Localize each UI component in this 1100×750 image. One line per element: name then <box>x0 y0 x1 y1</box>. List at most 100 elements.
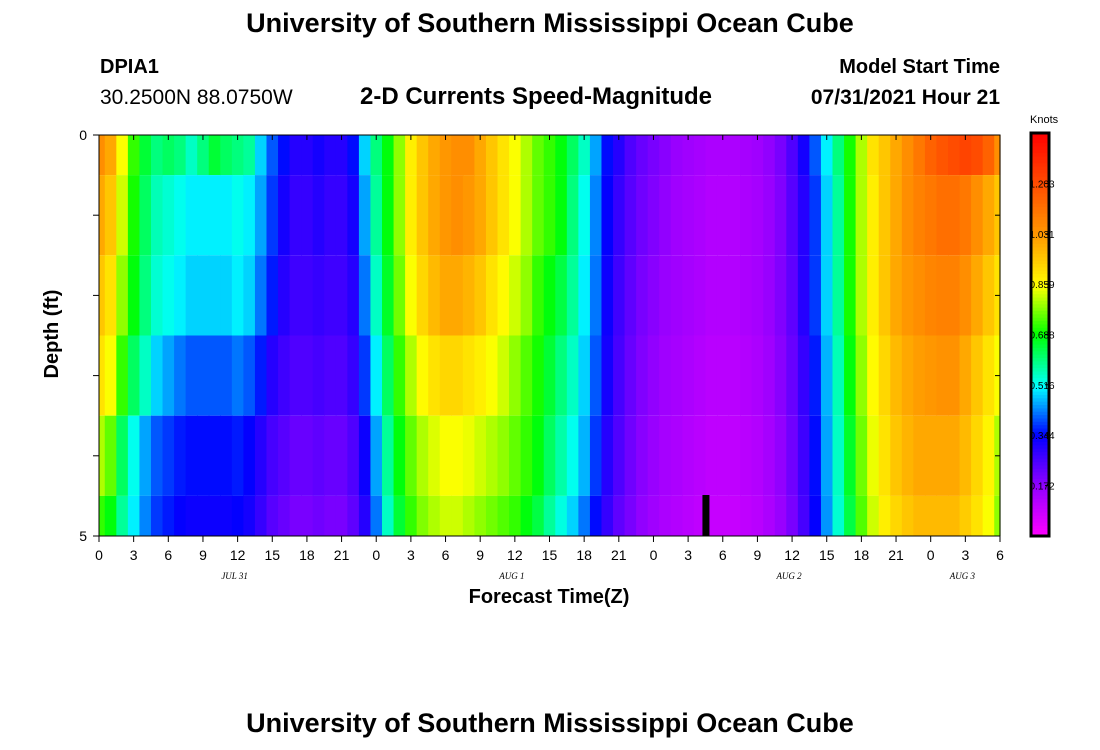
heatmap-cell <box>127 415 141 496</box>
heatmap-cell <box>520 495 533 536</box>
heatmap-cell <box>890 495 903 536</box>
heatmap-cell <box>335 135 348 176</box>
heatmap-cell <box>485 415 499 496</box>
colorbar-swatch <box>1031 260 1049 265</box>
date-label: AUG 2 <box>775 571 802 581</box>
heatmap-cell <box>936 175 949 256</box>
heatmap-cell <box>231 335 244 416</box>
heatmap-cell <box>740 495 753 536</box>
heatmap-cell <box>174 335 187 416</box>
heatmap-cell <box>971 175 984 256</box>
heatmap-cell <box>832 495 845 536</box>
heatmap-cell <box>185 255 198 336</box>
heatmap-cell <box>289 335 302 416</box>
colorbar-swatch <box>1031 529 1049 534</box>
colorbar-swatch <box>1031 438 1049 443</box>
heatmap-cell <box>693 135 707 176</box>
heatmap-cell <box>532 415 545 496</box>
colorbar-swatch <box>1031 347 1049 352</box>
heatmap-cell <box>901 335 914 416</box>
heatmap-cell <box>382 255 395 336</box>
colorbar-swatch <box>1031 156 1049 161</box>
x-tick-label: 0 <box>650 547 658 563</box>
heatmap-cell <box>878 175 891 256</box>
colorbar-swatch <box>1031 247 1049 252</box>
x-tick-label: 12 <box>784 547 800 563</box>
heatmap-cell <box>370 135 383 176</box>
station-id: DPIA1 <box>100 56 159 78</box>
x-tick-label: 3 <box>407 547 415 563</box>
heatmap-cell <box>936 255 949 336</box>
x-tick-label: 18 <box>299 547 315 563</box>
heatmap-cell <box>543 175 556 256</box>
heatmap-cell <box>728 495 741 536</box>
heatmap-cell <box>150 335 164 416</box>
heatmap-cell <box>740 255 753 336</box>
colorbar-swatch <box>1031 297 1049 302</box>
colorbar-swatch <box>1031 321 1049 326</box>
heatmap-cell <box>301 335 314 416</box>
heatmap-cell <box>994 135 1001 176</box>
heatmap-cell <box>335 415 348 496</box>
heatmap-cell <box>416 255 429 336</box>
heatmap-cell <box>347 415 360 496</box>
heatmap-cell <box>99 495 106 536</box>
heatmap-cell <box>867 335 880 416</box>
heatmap-cell <box>416 135 429 176</box>
heatmap-cell <box>647 415 660 496</box>
heatmap-cell <box>416 335 429 416</box>
colorbar-swatch <box>1031 425 1049 430</box>
page-title: University of Southern Mississippi Ocean… <box>246 8 854 38</box>
colorbar-swatch <box>1031 488 1049 493</box>
heatmap-cell <box>740 415 753 496</box>
colorbar-swatch <box>1031 448 1049 453</box>
heatmap-cell <box>855 335 868 416</box>
heatmap-cell <box>740 175 753 256</box>
colorbar-swatch <box>1031 159 1049 164</box>
heatmap-cell <box>959 255 972 336</box>
heatmap-cell <box>659 495 672 536</box>
heatmap-cell <box>405 335 418 416</box>
heatmap-cell <box>266 175 279 256</box>
colorbar-swatch <box>1031 384 1049 389</box>
heatmap-cell <box>197 495 210 536</box>
heatmap-cell <box>924 175 938 256</box>
heatmap-cell <box>867 175 880 256</box>
heatmap-cell <box>312 415 325 496</box>
heatmap-cell <box>497 135 510 176</box>
heatmap-cell <box>924 495 938 536</box>
heatmap-cell <box>774 415 787 496</box>
colorbar-swatch <box>1031 166 1049 171</box>
x-tick-label: 12 <box>230 547 246 563</box>
heatmap-cell <box>647 175 660 256</box>
colorbar-swatch <box>1031 368 1049 373</box>
colorbar-swatch <box>1031 431 1049 436</box>
heatmap-cell <box>382 175 395 256</box>
heatmap-cell <box>936 335 949 416</box>
colorbar-swatch <box>1031 169 1049 174</box>
heatmap-cell <box>716 495 730 536</box>
heatmap-cell <box>751 415 764 496</box>
heatmap-cell <box>809 135 822 176</box>
heatmap-cell <box>647 135 660 176</box>
heatmap-cell <box>150 415 164 496</box>
x-tick-label: 12 <box>507 547 523 563</box>
heatmap-cell <box>358 495 372 536</box>
colorbar-swatch <box>1031 515 1049 520</box>
heatmap-cell <box>855 255 868 336</box>
colorbar-swatch <box>1031 163 1049 168</box>
colorbar-swatch <box>1031 334 1049 339</box>
heatmap-cell <box>462 415 476 496</box>
heatmap-cell <box>589 335 603 416</box>
heatmap-cell <box>485 495 499 536</box>
heatmap-cell <box>197 135 210 176</box>
heatmap-cell <box>774 335 787 416</box>
heatmap-cell <box>820 175 834 256</box>
heatmap-cell <box>578 135 591 176</box>
heatmap-cell <box>393 175 406 256</box>
x-tick-label: 3 <box>961 547 969 563</box>
heatmap-cell <box>566 335 579 416</box>
colorbar-swatch <box>1031 200 1049 205</box>
heatmap-cell <box>844 335 857 416</box>
colorbar-swatch <box>1031 203 1049 208</box>
